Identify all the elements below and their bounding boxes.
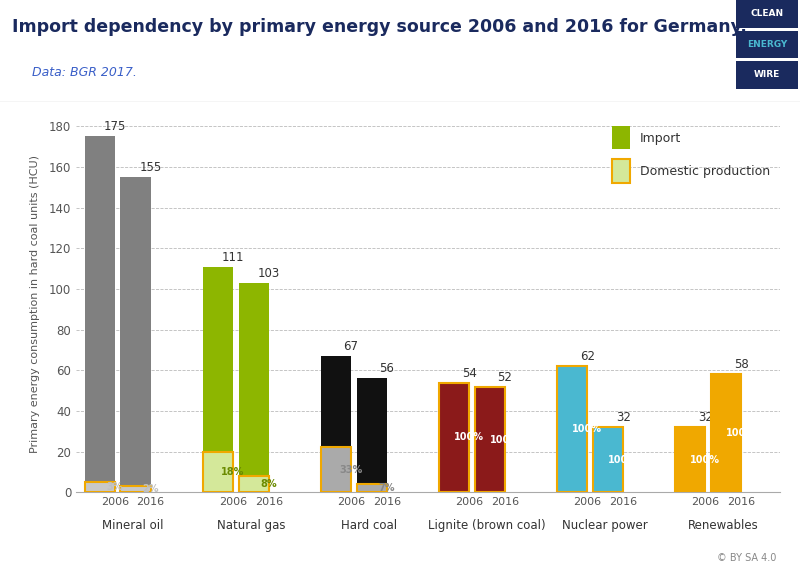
Text: 103: 103 bbox=[258, 267, 280, 280]
Text: 58: 58 bbox=[734, 358, 749, 371]
FancyBboxPatch shape bbox=[736, 0, 798, 28]
Text: 7%: 7% bbox=[378, 483, 395, 494]
Bar bbox=[202, 267, 233, 452]
Text: 100%: 100% bbox=[726, 428, 756, 439]
Bar bbox=[711, 375, 742, 492]
Bar bbox=[238, 283, 269, 475]
Text: 100%: 100% bbox=[608, 455, 638, 465]
Legend: Import, Domestic production: Import, Domestic production bbox=[609, 122, 774, 187]
Text: Renewables: Renewables bbox=[688, 519, 758, 532]
Text: 100%: 100% bbox=[490, 435, 520, 444]
Text: 32: 32 bbox=[616, 411, 630, 424]
Text: 18%: 18% bbox=[221, 467, 245, 477]
Bar bbox=[675, 427, 706, 492]
Text: Mineral oil: Mineral oil bbox=[102, 519, 163, 532]
Text: 2%: 2% bbox=[142, 484, 159, 494]
Text: Nuclear power: Nuclear power bbox=[562, 519, 648, 532]
Text: Data: BGR 2017.: Data: BGR 2017. bbox=[32, 66, 137, 79]
Text: Natural gas: Natural gas bbox=[217, 519, 285, 532]
Text: 100%: 100% bbox=[572, 424, 602, 434]
FancyBboxPatch shape bbox=[736, 31, 798, 58]
Text: 67: 67 bbox=[343, 340, 358, 353]
Bar bbox=[321, 356, 351, 448]
Text: 175: 175 bbox=[103, 121, 126, 134]
Bar bbox=[474, 387, 505, 492]
Bar bbox=[121, 177, 150, 486]
Bar bbox=[557, 366, 587, 492]
Text: 100%: 100% bbox=[690, 455, 720, 465]
Y-axis label: Primary energy consumption in hard coal units (HCU): Primary energy consumption in hard coal … bbox=[30, 155, 41, 453]
Text: 8%: 8% bbox=[261, 479, 277, 489]
Text: CLEAN: CLEAN bbox=[750, 9, 784, 18]
Text: 56: 56 bbox=[379, 362, 394, 375]
Text: ENERGY: ENERGY bbox=[747, 40, 787, 49]
Bar bbox=[85, 136, 114, 482]
Bar bbox=[238, 475, 269, 492]
Bar bbox=[121, 486, 150, 492]
Bar bbox=[357, 484, 387, 492]
Text: 54: 54 bbox=[462, 367, 477, 379]
Bar bbox=[202, 452, 233, 492]
Text: Hard coal: Hard coal bbox=[341, 519, 397, 532]
Text: 111: 111 bbox=[222, 251, 244, 264]
Text: 32: 32 bbox=[698, 411, 713, 424]
Bar bbox=[593, 427, 623, 492]
Bar bbox=[321, 448, 351, 492]
Bar bbox=[357, 379, 387, 484]
Text: Import dependency by primary energy source 2006 and 2016 for Germany.: Import dependency by primary energy sour… bbox=[12, 18, 747, 36]
Text: 62: 62 bbox=[580, 350, 594, 363]
FancyBboxPatch shape bbox=[736, 61, 798, 89]
Text: Lignite (brown coal): Lignite (brown coal) bbox=[428, 519, 546, 532]
Bar bbox=[439, 383, 469, 492]
Text: 3%: 3% bbox=[106, 482, 123, 492]
Text: 33%: 33% bbox=[339, 465, 362, 475]
Text: WIRE: WIRE bbox=[754, 70, 780, 79]
Text: 155: 155 bbox=[139, 161, 162, 174]
Bar bbox=[85, 482, 114, 492]
Text: 52: 52 bbox=[498, 371, 513, 384]
Text: © BY SA 4.0: © BY SA 4.0 bbox=[717, 553, 776, 563]
Text: 100%: 100% bbox=[454, 432, 484, 443]
